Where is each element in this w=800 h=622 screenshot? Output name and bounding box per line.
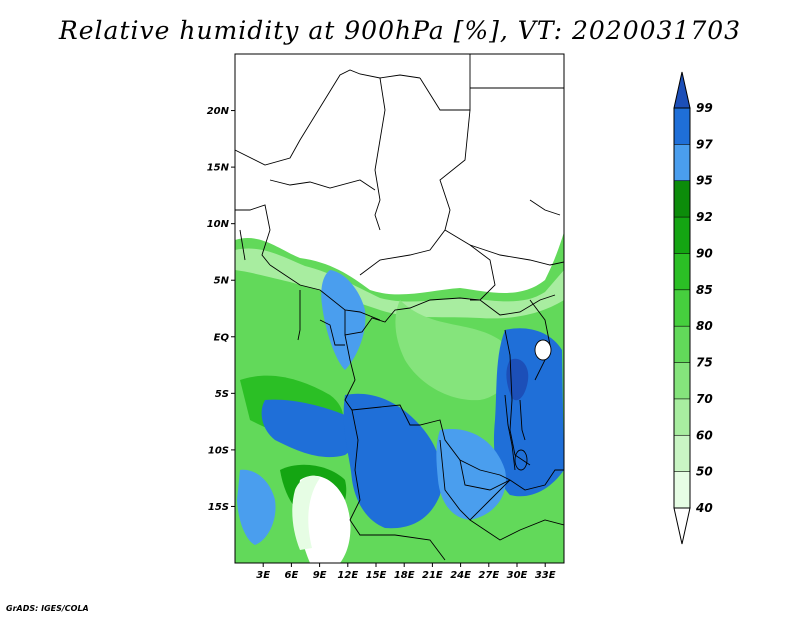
colorbar-segment xyxy=(674,398,690,436)
colorbar-segment xyxy=(674,362,690,399)
colorbar-label: 99 xyxy=(696,101,713,115)
colorbar-top-arrow xyxy=(673,71,691,109)
grads-credit: GrADS: IGES/COLA xyxy=(6,604,89,613)
lon-tick-label: 30E xyxy=(507,570,528,581)
colorbar-segment xyxy=(674,326,690,363)
colorbar-label: 60 xyxy=(696,428,713,442)
mid-green-patch xyxy=(395,300,511,401)
lat-tick-label: 20N xyxy=(207,106,230,117)
country-borders xyxy=(235,54,564,561)
lat-tick-label: EQ xyxy=(214,332,230,343)
lon-tick-label: 27E xyxy=(478,570,499,581)
lon-tick-label: 12E xyxy=(337,570,358,581)
colorbar-segment xyxy=(674,471,690,508)
lat-tick-label: 15S xyxy=(208,502,229,513)
lakes xyxy=(504,339,552,471)
lon-tick-label: 21E xyxy=(422,570,443,581)
colorbar-label: 92 xyxy=(696,210,713,224)
colorbar: 40 50 60 70 75 80 85 90 92 95 97 99 xyxy=(673,71,713,545)
map-frame xyxy=(234,53,565,564)
dry-tongue-edge xyxy=(292,475,320,550)
colorbar-segment xyxy=(674,253,690,290)
colorbar-segment xyxy=(674,289,690,327)
colorbar-segment xyxy=(674,435,690,472)
colorbar-label: 70 xyxy=(696,392,713,406)
colorbar-label: 40 xyxy=(695,501,713,515)
colorbar-segment xyxy=(674,108,690,145)
colorbar-label: 85 xyxy=(696,283,713,297)
colorbar-label: 90 xyxy=(696,246,713,260)
colorbar-label: 80 xyxy=(696,319,713,333)
humidity-field xyxy=(235,54,564,563)
lat-tick-label: 10S xyxy=(208,445,229,456)
colorbar-bottom-arrow xyxy=(673,507,691,545)
blue-region-congo xyxy=(321,270,366,370)
lon-tick-label: 9E xyxy=(313,570,327,581)
lon-tick-label: 24E xyxy=(450,570,471,581)
colorbar-segment xyxy=(674,217,690,254)
colorbar-label: 75 xyxy=(696,356,713,370)
map-axes: 20N 15N 10N 5N EQ 5S 10S 15S 3E 6E 9E 12E 15E 18E 21E 2… xyxy=(207,106,556,581)
lat-tick-label: 5N xyxy=(214,276,230,287)
lon-tick-label: 18E xyxy=(394,570,415,581)
lon-tick-label: 15E xyxy=(366,570,387,581)
lon-tick-label: 6E xyxy=(285,570,299,581)
lat-tick-label: 5S xyxy=(215,389,229,400)
colorbar-segment xyxy=(674,180,690,218)
blue-region-west xyxy=(261,399,359,458)
colorbar-segment xyxy=(674,144,690,181)
blue-region-center xyxy=(343,393,442,529)
lat-tick-label: 15N xyxy=(207,163,230,174)
lon-tick-label: 33E xyxy=(535,570,556,581)
lat-tick-label: 10N xyxy=(207,219,230,230)
blue-region-sw xyxy=(237,469,276,545)
map-title: Relative humidity at 900hPa [%], VT: 202… xyxy=(58,16,742,45)
colorbar-label: 50 xyxy=(696,465,713,479)
lon-tick-label: 3E xyxy=(256,570,270,581)
dry-tongue xyxy=(298,475,351,563)
colorbar-label: 97 xyxy=(696,137,713,151)
colorbar-label: 95 xyxy=(696,174,713,188)
